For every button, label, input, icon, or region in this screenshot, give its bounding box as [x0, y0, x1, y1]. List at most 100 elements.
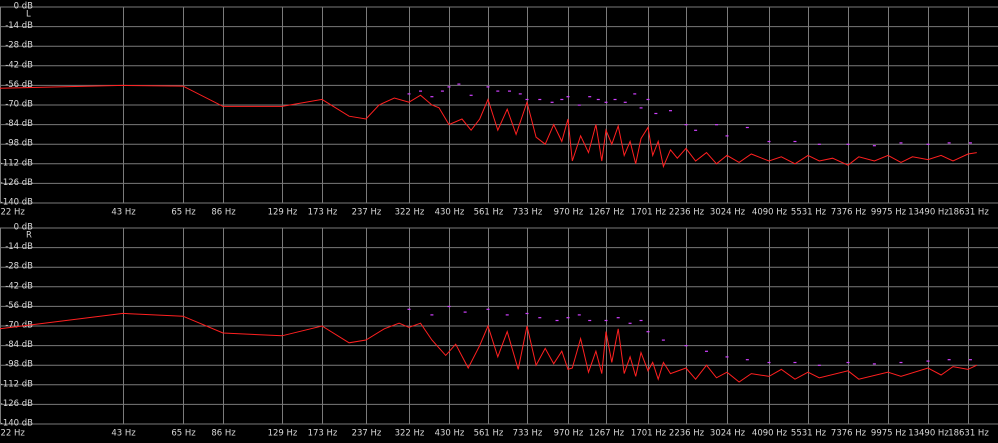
y-tick-label: -98 dB	[5, 139, 33, 149]
x-tick-label: 3024 Hz	[710, 208, 746, 218]
x-tick-label: 970 Hz	[554, 429, 584, 439]
x-tick-label: 4090 Hz	[752, 208, 788, 218]
x-tick-label: 86 Hz	[211, 208, 236, 218]
x-tick-label: 733 Hz	[513, 429, 543, 439]
y-tick-label: -28 dB	[5, 41, 33, 51]
peak-marker	[538, 98, 542, 101]
x-tick-label: 86 Hz	[211, 429, 236, 439]
y-tick-label: -112 dB	[0, 379, 33, 389]
x-tick-label: 13490 Hz	[908, 429, 949, 439]
x-tick-label: 733 Hz	[513, 208, 543, 218]
x-tick-label: 5531 Hz	[791, 429, 827, 439]
peak-marker	[947, 359, 951, 361]
y-tick-label: -140 dB	[0, 419, 33, 429]
peak-marker	[407, 308, 411, 310]
y-tick-label: -126 dB	[0, 178, 33, 188]
peak-marker	[447, 86, 451, 88]
y-tick-label: -84 dB	[5, 119, 33, 129]
peak-marker	[646, 98, 650, 101]
spectrum-line	[0, 84, 977, 169]
x-tick-label: 7376 Hz	[831, 429, 867, 439]
x-tick-label: 7376 Hz	[831, 208, 867, 218]
peak-marker	[846, 361, 850, 364]
peak-marker	[654, 112, 658, 115]
peak-marker	[550, 101, 554, 103]
peak-marker	[588, 319, 592, 322]
peak-marker	[604, 319, 608, 322]
peak-marker	[577, 104, 581, 106]
peak-marker	[628, 322, 632, 324]
x-tick-label: 43 Hz	[111, 429, 136, 439]
peak-marker	[604, 101, 608, 103]
peak-marker	[793, 361, 797, 364]
x-tick-label: 9975 Hz	[871, 429, 907, 439]
y-tick-label: -70 dB	[5, 321, 33, 331]
y-tick-label: -84 dB	[5, 340, 33, 350]
peak-marker	[872, 363, 876, 365]
peak-marker	[633, 93, 637, 95]
peak-marker	[817, 364, 821, 366]
peak-marker	[817, 143, 821, 145]
x-tick-label: 237 Hz	[352, 429, 382, 439]
peak-marker	[704, 350, 708, 352]
spectrum-line	[0, 312, 978, 383]
peak-marker	[639, 107, 643, 109]
peak-marker	[486, 86, 490, 88]
y-tick-label: -98 dB	[5, 360, 33, 370]
peak-marker	[846, 143, 850, 145]
peak-marker	[419, 90, 423, 92]
peak-marker	[715, 124, 719, 126]
peak-marker	[926, 143, 930, 145]
x-tick-label: 13490 Hz	[908, 208, 949, 218]
peak-marker	[469, 94, 473, 96]
peak-marker	[725, 356, 729, 358]
y-tick-label: -56 dB	[5, 301, 33, 311]
peak-marker	[566, 96, 570, 98]
peak-marker	[926, 360, 930, 362]
peak-marker	[518, 93, 522, 95]
y-tick-label: -14 dB	[5, 242, 33, 252]
peak-marker	[525, 98, 529, 101]
x-tick-label: 65 Hz	[171, 429, 196, 439]
x-tick-label: 970 Hz	[554, 208, 584, 218]
peak-marker	[507, 90, 511, 92]
channel-label: R	[26, 231, 32, 241]
peak-marker	[793, 140, 797, 143]
peak-marker	[968, 142, 972, 144]
y-tick-label: -140 dB	[0, 198, 33, 208]
peak-marker	[457, 83, 461, 85]
y-tick-label: -70 dB	[5, 100, 33, 110]
x-tick-label: 2236 Hz	[669, 429, 705, 439]
peak-marker	[623, 101, 627, 103]
peak-marker	[430, 314, 434, 316]
x-tick-label: 322 Hz	[395, 208, 425, 218]
x-tick-label: 237 Hz	[352, 208, 382, 218]
peak-marker	[899, 361, 903, 364]
x-tick-label: 4090 Hz	[752, 429, 788, 439]
peak-marker	[669, 110, 673, 112]
x-tick-label: 18631 Hz	[948, 208, 989, 218]
x-tick-label: 22 Hz	[1, 208, 26, 218]
peak-marker	[613, 98, 617, 101]
peak-marker	[661, 339, 665, 341]
peak-marker	[566, 317, 570, 319]
y-tick-label: -14 dB	[5, 21, 33, 31]
peak-marker	[725, 135, 729, 137]
y-tick-label: -56 dB	[5, 80, 33, 90]
x-tick-label: 18631 Hz	[948, 429, 989, 439]
x-tick-label: 322 Hz	[395, 429, 425, 439]
x-tick-label: 1267 Hz	[589, 208, 625, 218]
y-tick-label: -28 dB	[5, 262, 33, 272]
peak-marker	[684, 345, 688, 347]
peak-marker	[577, 314, 581, 316]
peak-marker	[694, 129, 698, 131]
x-tick-label: 1701 Hz	[631, 208, 667, 218]
x-tick-label: 43 Hz	[111, 208, 136, 218]
x-tick-label: 173 Hz	[308, 208, 338, 218]
y-tick-label: -126 dB	[0, 399, 33, 409]
peak-marker	[525, 312, 529, 315]
peak-marker	[684, 124, 688, 126]
x-tick-label: 2236 Hz	[669, 208, 705, 218]
peak-marker	[872, 145, 876, 147]
